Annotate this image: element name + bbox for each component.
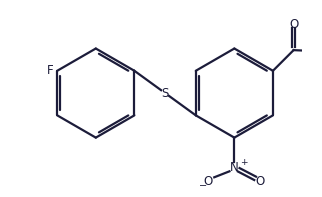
- Text: O: O: [204, 175, 213, 188]
- Text: −: −: [199, 181, 207, 191]
- Text: N: N: [230, 161, 239, 174]
- Text: F: F: [47, 64, 54, 77]
- Text: O: O: [256, 175, 265, 188]
- Text: S: S: [161, 86, 169, 99]
- Text: O: O: [289, 18, 298, 31]
- Text: +: +: [240, 158, 247, 167]
